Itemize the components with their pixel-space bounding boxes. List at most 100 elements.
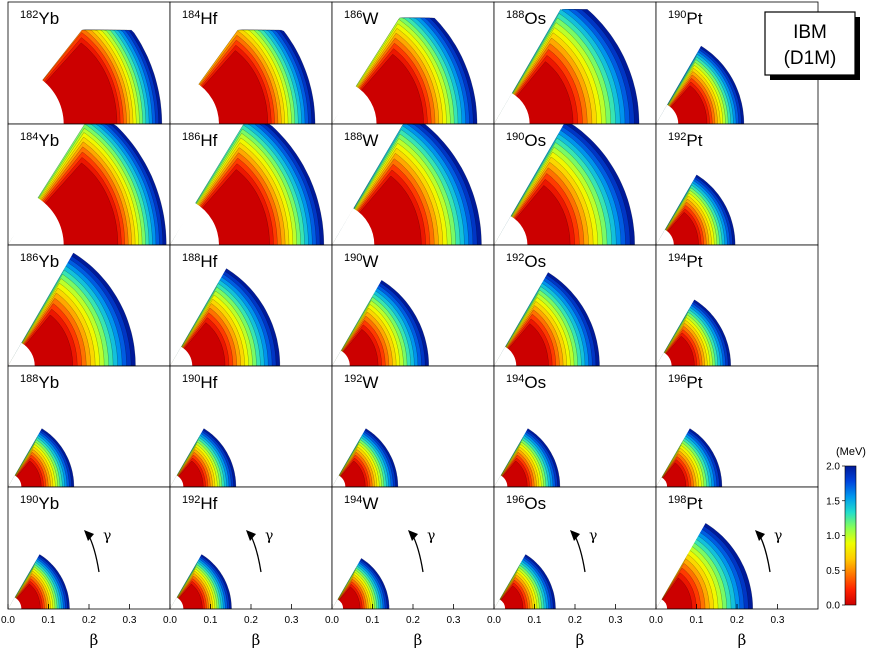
mass-number: 182 <box>20 9 38 21</box>
x-axis-label: β <box>738 631 747 649</box>
mass-number: 196 <box>506 494 524 506</box>
element-symbol: Yb <box>38 494 59 513</box>
x-tick-label: 0.0 <box>649 615 663 626</box>
x-tick-label: 0.0 <box>325 615 339 626</box>
energy-surface-184Yb <box>8 124 167 245</box>
nucleus-label-188W: 188W <box>344 131 378 150</box>
nucleus-label-184Yb: 184Yb <box>20 131 59 150</box>
element-symbol: Yb <box>38 252 59 271</box>
energy-surface-190Pt <box>656 2 745 124</box>
energy-surface-194Pt <box>656 245 731 366</box>
gamma-arrowhead <box>84 530 94 541</box>
panel-190Hf: 190Hf <box>169 365 333 488</box>
nucleus-label-192Hf: 192Hf <box>182 494 218 513</box>
panel-194Os: 194Os <box>493 365 657 488</box>
mass-number: 190 <box>20 494 38 506</box>
nucleus-label-198Pt: 198Pt <box>668 494 703 513</box>
energy-surface-182Yb <box>8 2 163 124</box>
nucleus-label-186Yb: 186Yb <box>20 252 59 271</box>
nucleus-label-192Pt: 192Pt <box>668 131 703 150</box>
nucleus-label-184Hf: 184Hf <box>182 9 218 28</box>
colorbar: (MeV) 2.0 1.5 1.0 0.5 0.0 <box>826 446 866 612</box>
x-axis-label: β <box>576 631 585 649</box>
gamma-label: γ <box>774 528 782 544</box>
energy-surface-190Hf <box>170 366 240 487</box>
panel-196Pt: 196Pt <box>655 365 819 488</box>
nucleus-label-190W: 190W <box>344 252 378 271</box>
x-tick-label: 0.2 <box>82 615 96 626</box>
element-symbol: Hf <box>200 9 217 28</box>
x-tick-label: 0.1 <box>690 615 704 626</box>
panel-184Yb: 184Yb <box>7 123 171 246</box>
x-tick-label: 0.2 <box>730 615 744 626</box>
colorbar-gradient <box>844 465 857 606</box>
mass-number: 184 <box>20 131 38 143</box>
element-symbol: Yb <box>38 9 59 28</box>
element-symbol: Yb <box>38 373 59 392</box>
element-symbol: Hf <box>200 131 217 150</box>
gamma-label: γ <box>427 528 435 544</box>
panel-186Hf: 186Hf <box>169 123 333 246</box>
mass-number: 186 <box>20 252 38 264</box>
nucleus-label-190Os: 190Os <box>506 131 546 150</box>
panel-198Pt: 198Pt γ <box>655 486 819 610</box>
x-tick-label: 0.1 <box>204 615 218 626</box>
nucleus-label-190Hf: 190Hf <box>182 373 218 392</box>
mass-number: 188 <box>182 252 200 264</box>
gamma-arrowhead <box>408 530 418 541</box>
panel-190Yb: 190Yb γ <box>7 486 171 610</box>
nucleus-label-192Os: 192Os <box>506 252 546 271</box>
x-tick-label: 0.0 <box>163 615 177 626</box>
element-symbol: Os <box>524 373 546 392</box>
energy-surface-188W <box>332 124 482 245</box>
mass-number: 186 <box>344 9 362 21</box>
energy-surface-186Hf <box>170 124 325 245</box>
element-symbol: Pt <box>686 131 702 150</box>
nucleus-label-190Yb: 190Yb <box>20 494 59 513</box>
element-symbol: Hf <box>200 494 217 513</box>
gamma-arrowhead <box>755 530 765 541</box>
panel-192Pt: 192Pt <box>655 123 819 246</box>
x-axis-label: β <box>90 631 99 649</box>
element-symbol: Pt <box>686 9 702 28</box>
x-tick-label: 0.3 <box>771 615 785 626</box>
colorbar-tick-label: 1.0 <box>826 531 840 542</box>
energy-surface-194W <box>332 487 403 609</box>
mass-number: 190 <box>668 9 686 21</box>
panel-186Yb: 186Yb <box>7 244 171 367</box>
element-symbol: Yb <box>38 131 59 150</box>
panel-192W: 192W <box>331 365 495 488</box>
x-tick-label: 0.3 <box>609 615 623 626</box>
energy-surface-192Pt <box>656 124 736 245</box>
x-tick-label: 0.3 <box>285 615 299 626</box>
nucleus-label-192W: 192W <box>344 373 378 392</box>
element-symbol: W <box>362 252 378 271</box>
energy-surface-196Os <box>494 487 565 609</box>
x-tick-label: 0.3 <box>123 615 137 626</box>
mass-number: 190 <box>344 252 362 264</box>
mass-number: 190 <box>506 131 524 143</box>
element-symbol: W <box>362 494 378 513</box>
mass-number: 188 <box>20 373 38 385</box>
energy-surface-186W <box>332 2 478 124</box>
panel-192Hf: 192Hf γ <box>169 486 333 610</box>
x-axis-label: β <box>414 631 423 649</box>
x-axis: 0.0 0.1 0.2 0.3 β 0.0 0.1 0.2 0.3 β 0.0 0.1 0.2 0.3 β 0… <box>1 604 785 649</box>
ibm-title-line2: (D1M) <box>784 48 837 69</box>
energy-surface-188Hf <box>170 245 281 366</box>
mass-number: 190 <box>182 373 200 385</box>
colorbar-tick-label: 0.5 <box>826 566 840 577</box>
nucleus-label-194Pt: 194Pt <box>668 252 703 271</box>
panel-188Hf: 188Hf <box>169 244 333 367</box>
ibm-title-line1: IBM <box>793 22 827 43</box>
element-symbol: W <box>362 131 378 150</box>
ibm-title-box: IBM (D1M) <box>764 11 860 80</box>
colorbar-unit: (MeV) <box>836 446 866 458</box>
energy-surface-198Pt <box>656 487 753 609</box>
x-tick-label: 0.2 <box>568 615 582 626</box>
panel-190W: 190W <box>331 244 495 367</box>
element-symbol: W <box>362 373 378 392</box>
nucleus-label-196Os: 196Os <box>506 494 546 513</box>
nucleus-label-188Yb: 188Yb <box>20 373 59 392</box>
